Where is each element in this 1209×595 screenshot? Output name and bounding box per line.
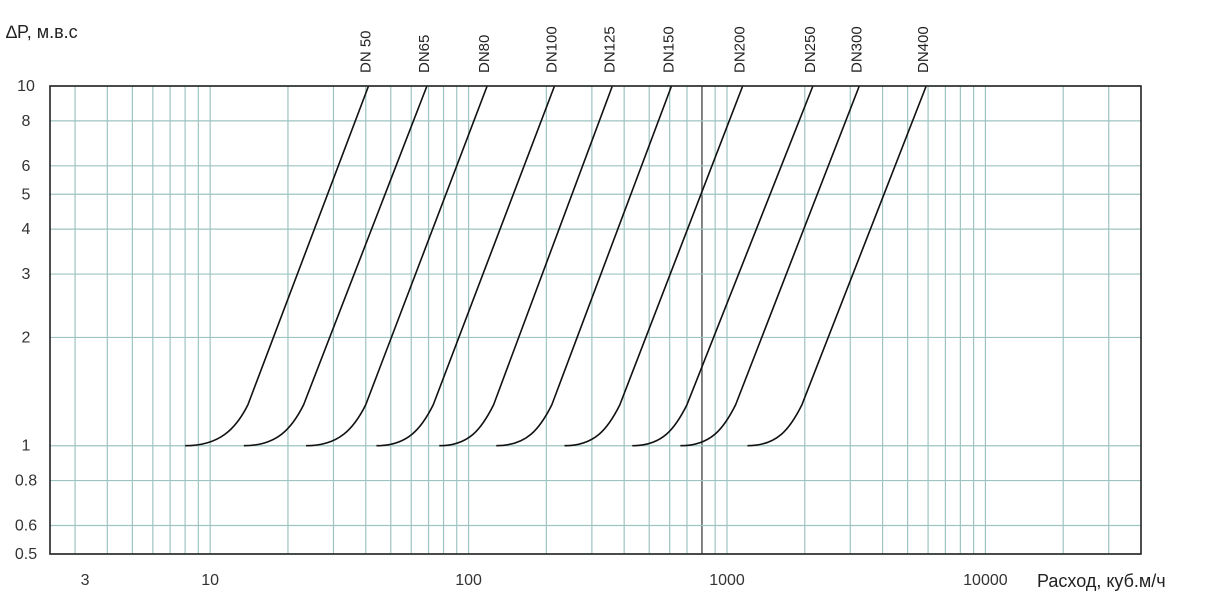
series-curve xyxy=(496,85,673,447)
x-tick-label: 3 xyxy=(81,572,90,589)
series-label: DN300 xyxy=(848,26,865,73)
curve-layer xyxy=(185,85,927,447)
x-tick-label: 100 xyxy=(455,572,482,589)
x-axis-title: Расход, куб.м/ч xyxy=(1037,571,1166,591)
y-axis-title: ∆P, м.в.с xyxy=(6,22,78,42)
y-tick-label: 0.6 xyxy=(15,518,37,535)
series-curve xyxy=(747,85,927,447)
series-label: DN125 xyxy=(601,26,618,73)
y-tick-label: 0.5 xyxy=(15,546,37,563)
series-labels: DN 50 DN65 DN80 DN100 DN125 DN150 DN200 DN250 DN… xyxy=(358,26,933,73)
grid-layer xyxy=(50,85,1141,555)
plot-frame xyxy=(49,85,1142,555)
x-tick-labels: 3 10 100 1000 10000 xyxy=(81,572,1008,589)
y-tick-label: 10 xyxy=(17,78,35,95)
y-tick-label: 4 xyxy=(22,221,31,238)
series-label: DN 50 xyxy=(358,30,375,73)
series-label: DN150 xyxy=(661,26,678,73)
y-tick-label: 1 xyxy=(22,438,31,455)
series-label: DN65 xyxy=(416,35,433,73)
series-curve xyxy=(243,85,428,447)
series-label: DN400 xyxy=(915,26,932,73)
series-label: DN200 xyxy=(732,26,749,73)
x-tick-label: 10000 xyxy=(963,572,1008,589)
y-tick-label: 2 xyxy=(22,329,31,346)
y-tick-labels: 0.5 0.6 0.8 1 2 3 4 5 6 8 10 xyxy=(15,78,37,563)
series-curve xyxy=(185,85,370,447)
y-tick-label: 5 xyxy=(22,186,31,203)
series-label: DN250 xyxy=(802,26,819,73)
series-curve xyxy=(564,85,744,447)
series-curve xyxy=(632,85,814,447)
x-tick-label: 1000 xyxy=(709,572,745,589)
series-label: DN100 xyxy=(543,26,560,73)
y-tick-label: 3 xyxy=(22,266,31,283)
y-tick-label: 8 xyxy=(22,113,31,130)
series-label: DN80 xyxy=(476,35,493,73)
series-curve xyxy=(376,85,556,447)
x-tick-label: 10 xyxy=(201,572,219,589)
series-curve xyxy=(306,85,488,447)
y-tick-label: 0.8 xyxy=(15,473,37,490)
series-curve xyxy=(680,85,861,447)
y-tick-label: 6 xyxy=(22,158,31,175)
series-curve xyxy=(439,85,614,447)
